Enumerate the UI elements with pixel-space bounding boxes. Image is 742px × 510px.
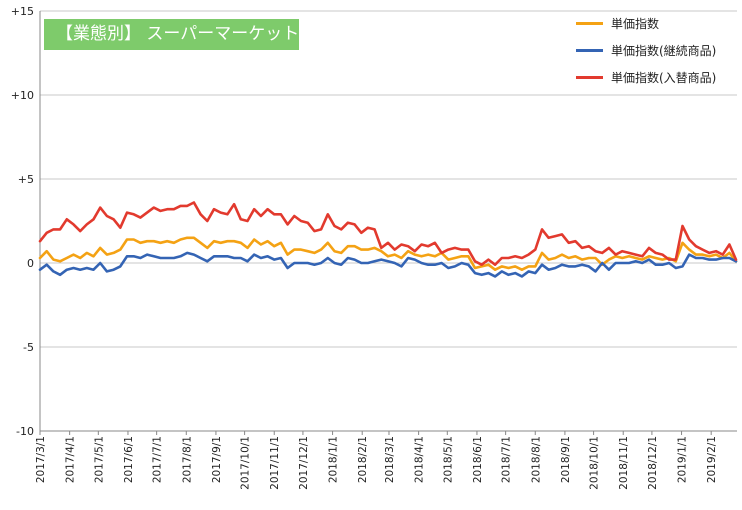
series-line-3 — [38, 201, 738, 267]
y-tick-label: -10 — [16, 425, 34, 438]
x-tick-label: 2018/11/1 — [618, 436, 630, 490]
x-tick-label: 2018/8/1 — [530, 436, 542, 483]
legend-label: 単価指数 — [611, 17, 660, 31]
series-line-1 — [38, 236, 738, 272]
x-tick-label: 2017/7/1 — [152, 436, 164, 483]
x-tick-label: 2018/3/1 — [384, 436, 396, 483]
x-tick-label: 2018/4/1 — [414, 436, 426, 483]
x-tick-label: 2018/6/1 — [472, 436, 484, 483]
x-tick-label: 2019/1/1 — [677, 436, 689, 483]
x-tick-label: 2018/5/1 — [442, 436, 454, 483]
series-line-2 — [38, 251, 738, 278]
x-tick-label: 2017/11/1 — [269, 436, 281, 490]
y-tick-label: 0 — [27, 257, 34, 270]
x-tick-label: 2019/2/1 — [706, 436, 718, 483]
x-tick-label: 2018/1/1 — [328, 436, 340, 483]
x-tick-label: 2017/6/1 — [123, 436, 135, 483]
legend-item: 単価指数(継続商品) — [576, 37, 736, 64]
y-tick-label: +5 — [18, 173, 34, 186]
legend: 単価指数単価指数(継続商品) 単価指数(入替商品) — [576, 10, 736, 91]
legend-swatch — [576, 76, 603, 79]
x-tick-label: 2017/9/1 — [211, 436, 223, 483]
legend-item: 単価指数(入替商品) — [576, 64, 736, 91]
x-tick-label: 2018/7/1 — [501, 436, 513, 483]
y-tick-label: +10 — [11, 89, 34, 102]
x-tick-label: 2018/10/1 — [589, 436, 601, 490]
legend-label: 単価指数(入替商品) — [611, 71, 717, 85]
x-tick-label: 2018/9/1 — [560, 436, 572, 483]
y-tick-label: +15 — [11, 5, 34, 18]
y-tick-label: -5 — [23, 341, 34, 354]
x-tick-label: 2017/3/1 — [35, 436, 47, 483]
legend-swatch — [576, 22, 603, 25]
x-tick-label: 2017/12/1 — [298, 436, 310, 490]
legend-item: 単価指数 — [576, 10, 736, 37]
x-tick-label: 2018/12/1 — [647, 436, 659, 490]
legend-swatch — [576, 49, 603, 52]
chart-title: 【業態別】 スーパーマーケット — [44, 19, 299, 50]
x-tick-label: 2017/5/1 — [93, 436, 105, 483]
x-tick-label: 2017/8/1 — [181, 436, 193, 483]
legend-label: 単価指数(継続商品) — [611, 44, 717, 58]
x-tick-label: 2018/2/1 — [357, 436, 369, 483]
x-tick-label: 2017/4/1 — [65, 436, 77, 483]
x-tick-label: 2017/10/1 — [240, 436, 252, 490]
